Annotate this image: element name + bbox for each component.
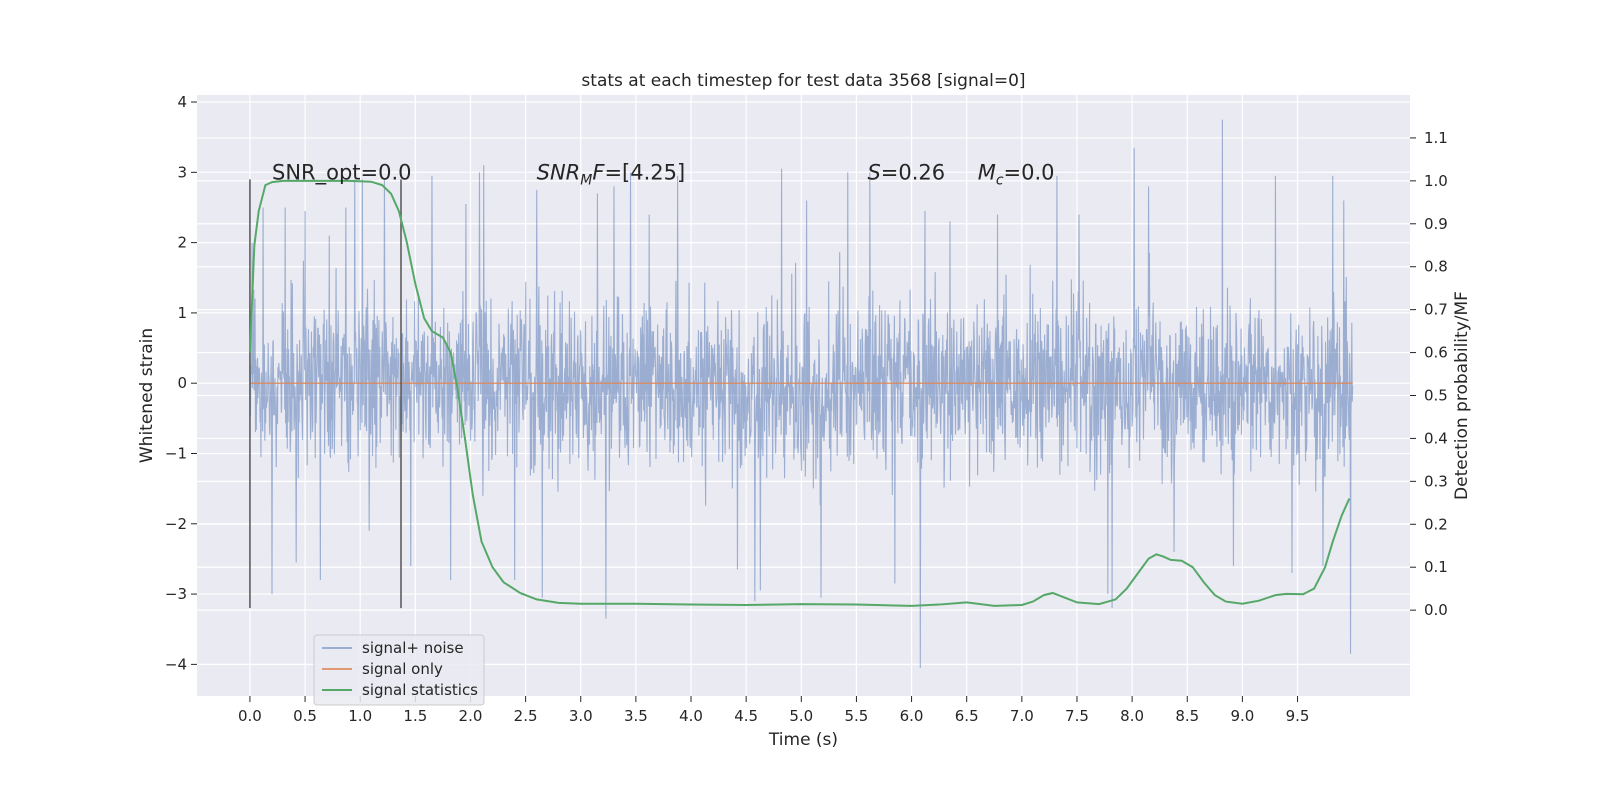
x-tick-label: 0.5 bbox=[293, 707, 317, 725]
x-tick-label: 5.0 bbox=[789, 707, 813, 725]
chart-title: stats at each timestep for test data 356… bbox=[581, 71, 1025, 91]
x-tick-label: 3.0 bbox=[569, 707, 593, 725]
y-tick-label: 1 bbox=[177, 304, 187, 322]
x-axis-label: Time (s) bbox=[768, 730, 838, 750]
legend-label: signal+ noise bbox=[362, 639, 464, 657]
x-tick-label: 1.0 bbox=[348, 707, 372, 725]
x-tick-label: 8.0 bbox=[1120, 707, 1144, 725]
annotation-s-value: =0.26 bbox=[881, 160, 945, 184]
annotation-snr-mf-value: F=[4.25] bbox=[592, 160, 685, 184]
y-axis-label: Whitened strain bbox=[137, 328, 157, 463]
right-y-axis-label: Detection probability/MF bbox=[1452, 291, 1472, 500]
right-y-tick-label: 0.5 bbox=[1424, 387, 1448, 405]
tick-marks: 0.0 0.5 1.0 1.5 2.0 2.5 3.0 3.5 4.0 4.5 5.0 5.5 6.0 6… bbox=[165, 93, 1448, 725]
x-tick-label: 5.5 bbox=[845, 707, 869, 725]
x-tick-label: 9.5 bbox=[1286, 707, 1310, 725]
annotation-snr-mf-f: F bbox=[592, 160, 605, 184]
legend-label: signal only bbox=[362, 660, 443, 678]
right-y-tick-label: 0.1 bbox=[1424, 558, 1448, 576]
x-tick-label: 2.5 bbox=[514, 707, 538, 725]
x-tick-label: 1.5 bbox=[403, 707, 427, 725]
right-y-tick-label: 0.7 bbox=[1424, 301, 1448, 319]
x-tick-label: 4.0 bbox=[679, 707, 703, 725]
right-y-tick-label: 1.1 bbox=[1424, 129, 1448, 147]
legend-box bbox=[313, 634, 485, 706]
annotation-snr-opt: SNR_opt=0.0 bbox=[272, 160, 412, 185]
right-y-tick-label: 0.0 bbox=[1424, 601, 1448, 619]
x-tick-label: 6.0 bbox=[900, 707, 924, 725]
y-tick-label: −1 bbox=[165, 444, 187, 462]
right-y-tick-label: 0.4 bbox=[1424, 429, 1448, 447]
y-tick-label: −3 bbox=[165, 585, 187, 603]
series-signal-plus-noise bbox=[249, 119, 1354, 668]
right-y-tick-label: 1.0 bbox=[1424, 172, 1448, 190]
series-signal-statistics bbox=[248, 179, 1351, 607]
annotations: SNR_opt=0.0 SNRMF=[4.25] S=0.26 Mc=0.0 bbox=[272, 160, 1055, 188]
annotation-s-stat: S=0.26 bbox=[867, 160, 945, 184]
y-tick-label: 3 bbox=[177, 163, 187, 181]
annotation-mc-subscript: c bbox=[996, 172, 1004, 188]
x-tick-label: 3.5 bbox=[624, 707, 648, 725]
legend: signal+ noise signal only signal statistic… bbox=[313, 634, 485, 706]
y-tick-label: −2 bbox=[165, 515, 187, 533]
annotation-mc: Mc=0.0 bbox=[978, 160, 1055, 188]
y-tick-label: −4 bbox=[165, 655, 187, 673]
x-tick-label: 0.0 bbox=[238, 707, 262, 725]
y-tick-label: 4 bbox=[177, 93, 187, 111]
x-tick-label: 9.0 bbox=[1230, 707, 1254, 725]
right-y-tick-label: 0.8 bbox=[1424, 258, 1448, 276]
right-y-tick-label: 0.2 bbox=[1424, 515, 1448, 533]
x-tick-label: 4.5 bbox=[734, 707, 758, 725]
x-tick-label: 7.0 bbox=[1010, 707, 1034, 725]
y-tick-label: 2 bbox=[177, 234, 187, 252]
annotation-snr-mf-base: SNR bbox=[537, 160, 581, 184]
annotation-snr-mf: SNRMF=[4.25] bbox=[537, 160, 686, 188]
right-y-tick-label: 0.3 bbox=[1424, 472, 1448, 490]
annotation-s-symbol: S bbox=[867, 160, 880, 184]
x-tick-label: 2.0 bbox=[459, 707, 483, 725]
annotation-mc-value: =0.0 bbox=[1004, 160, 1055, 184]
x-tick-label: 6.5 bbox=[955, 707, 979, 725]
data-layer bbox=[248, 119, 1354, 668]
legend-label: signal statistics bbox=[362, 681, 478, 699]
annotation-mc-base: M bbox=[978, 160, 996, 184]
annotation-snr-mf-subscript: M bbox=[580, 172, 592, 188]
y-tick-label: 0 bbox=[177, 374, 187, 392]
x-tick-label: 7.5 bbox=[1065, 707, 1089, 725]
x-tick-label: 8.5 bbox=[1175, 707, 1199, 725]
right-y-tick-label: 0.6 bbox=[1424, 344, 1448, 362]
right-y-tick-label: 0.9 bbox=[1424, 215, 1448, 233]
